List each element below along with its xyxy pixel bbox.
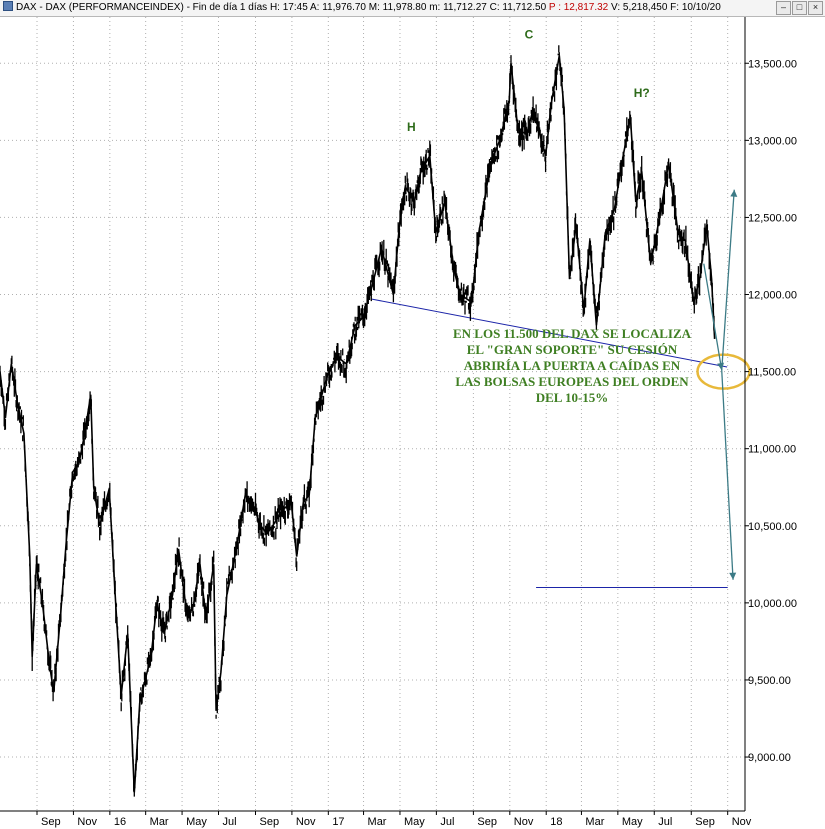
dax-price-chart: H C H? 9,000.00 9,500.00 10,000.00 10,500.00 1… [0, 17, 797, 828]
price-bars [0, 45, 715, 797]
pattern-labels: H C H? [407, 28, 650, 135]
x-tick-label: Sep [695, 816, 715, 828]
x-tick-label: May [404, 816, 425, 828]
support-annotation: EN LOS 11.500 DEL DAX SE LOCALIZA EL "GR… [452, 326, 692, 405]
close-button[interactable]: × [808, 1, 823, 15]
y-tick-label: 9,500.00 [748, 675, 791, 687]
projection-arrow-line [721, 189, 735, 371]
p-value: 12,817.32 [563, 2, 609, 13]
x-tick-label: Sep [477, 816, 497, 828]
minimize-button[interactable]: – [776, 1, 791, 15]
x-tick-label: Nov [732, 816, 752, 828]
open-label: A: [310, 2, 320, 13]
open-value: 11,976.70 [322, 2, 366, 13]
x-tick-label: May [186, 816, 207, 828]
x-tick-label: Mar [585, 816, 604, 828]
y-tick-label: 10,000.00 [748, 598, 797, 610]
trendlines [371, 298, 728, 588]
x-tick-label: Sep [259, 816, 279, 828]
y-tick-label: 12,000.00 [748, 290, 797, 302]
y-tick-label: 11,000.00 [748, 444, 796, 456]
grid [0, 17, 745, 811]
volume-value: 5,218,450 [622, 2, 668, 13]
support-highlight-ellipse [696, 353, 751, 390]
x-tick-label: May [622, 816, 643, 828]
pattern-label: H? [634, 86, 650, 100]
chart-window-icon [3, 1, 13, 11]
y-tick-label: 11,500.00 [748, 367, 796, 379]
close-label: C: [489, 2, 500, 13]
low-label: m: [429, 2, 441, 13]
low-value: 11,712.27 [443, 2, 487, 13]
x-tick-label: 17 [332, 816, 344, 828]
time-label: H: [269, 2, 280, 13]
x-tick-label: 16 [114, 816, 126, 828]
date-value: 10/10/20 [681, 2, 721, 13]
y-tick-label: 10,500.00 [748, 521, 797, 533]
projection-arrow-head [729, 572, 737, 580]
projection-arrow-line [721, 370, 734, 580]
y-tick-label: 9,000.00 [748, 752, 791, 764]
y-tick-label: 13,500.00 [748, 58, 797, 70]
pattern-label: H [407, 120, 416, 134]
volume-label: V: [611, 2, 621, 13]
high-value: 11,978.80 [382, 2, 427, 13]
x-tick-label: Mar [368, 816, 387, 828]
chart-title-bar: DAX - DAX (PERFORMANCEINDEX) - Fin de dí… [0, 0, 825, 17]
x-tick-label: Nov [514, 816, 534, 828]
x-tick-label: 18 [550, 816, 562, 828]
projection-arrows [696, 189, 751, 580]
high-label: M: [368, 2, 380, 13]
window-controls: – □ × [776, 1, 823, 15]
projection-arrow-head [730, 189, 738, 197]
x-tick-label: Mar [150, 816, 169, 828]
axes: 9,000.00 9,500.00 10,000.00 10,500.00 11,000… [0, 17, 797, 828]
x-tick-label: Jul [222, 816, 236, 828]
pattern-label: C [525, 28, 534, 42]
price-series [0, 45, 716, 797]
price-line [0, 55, 716, 793]
projection-arrow-line [703, 263, 723, 371]
x-tick-label: Jul [658, 816, 672, 828]
date-label: F: [670, 2, 680, 13]
maximize-button[interactable]: □ [792, 1, 807, 15]
y-tick-label: 12,500.00 [748, 212, 797, 224]
close-value: 11,712.50 [502, 2, 547, 13]
time-value: 17:45 [282, 2, 308, 13]
trendline [371, 298, 728, 368]
x-tick-label: Jul [440, 816, 454, 828]
x-tick-label: Nov [296, 816, 316, 828]
x-tick-label: Sep [41, 816, 61, 828]
chart-title: DAX - DAX (PERFORMANCEINDEX) - Fin de dí… [16, 2, 268, 13]
x-tick-label: Nov [77, 816, 97, 828]
y-tick-label: 13,000.00 [748, 135, 797, 147]
p-label: P : [548, 2, 561, 13]
